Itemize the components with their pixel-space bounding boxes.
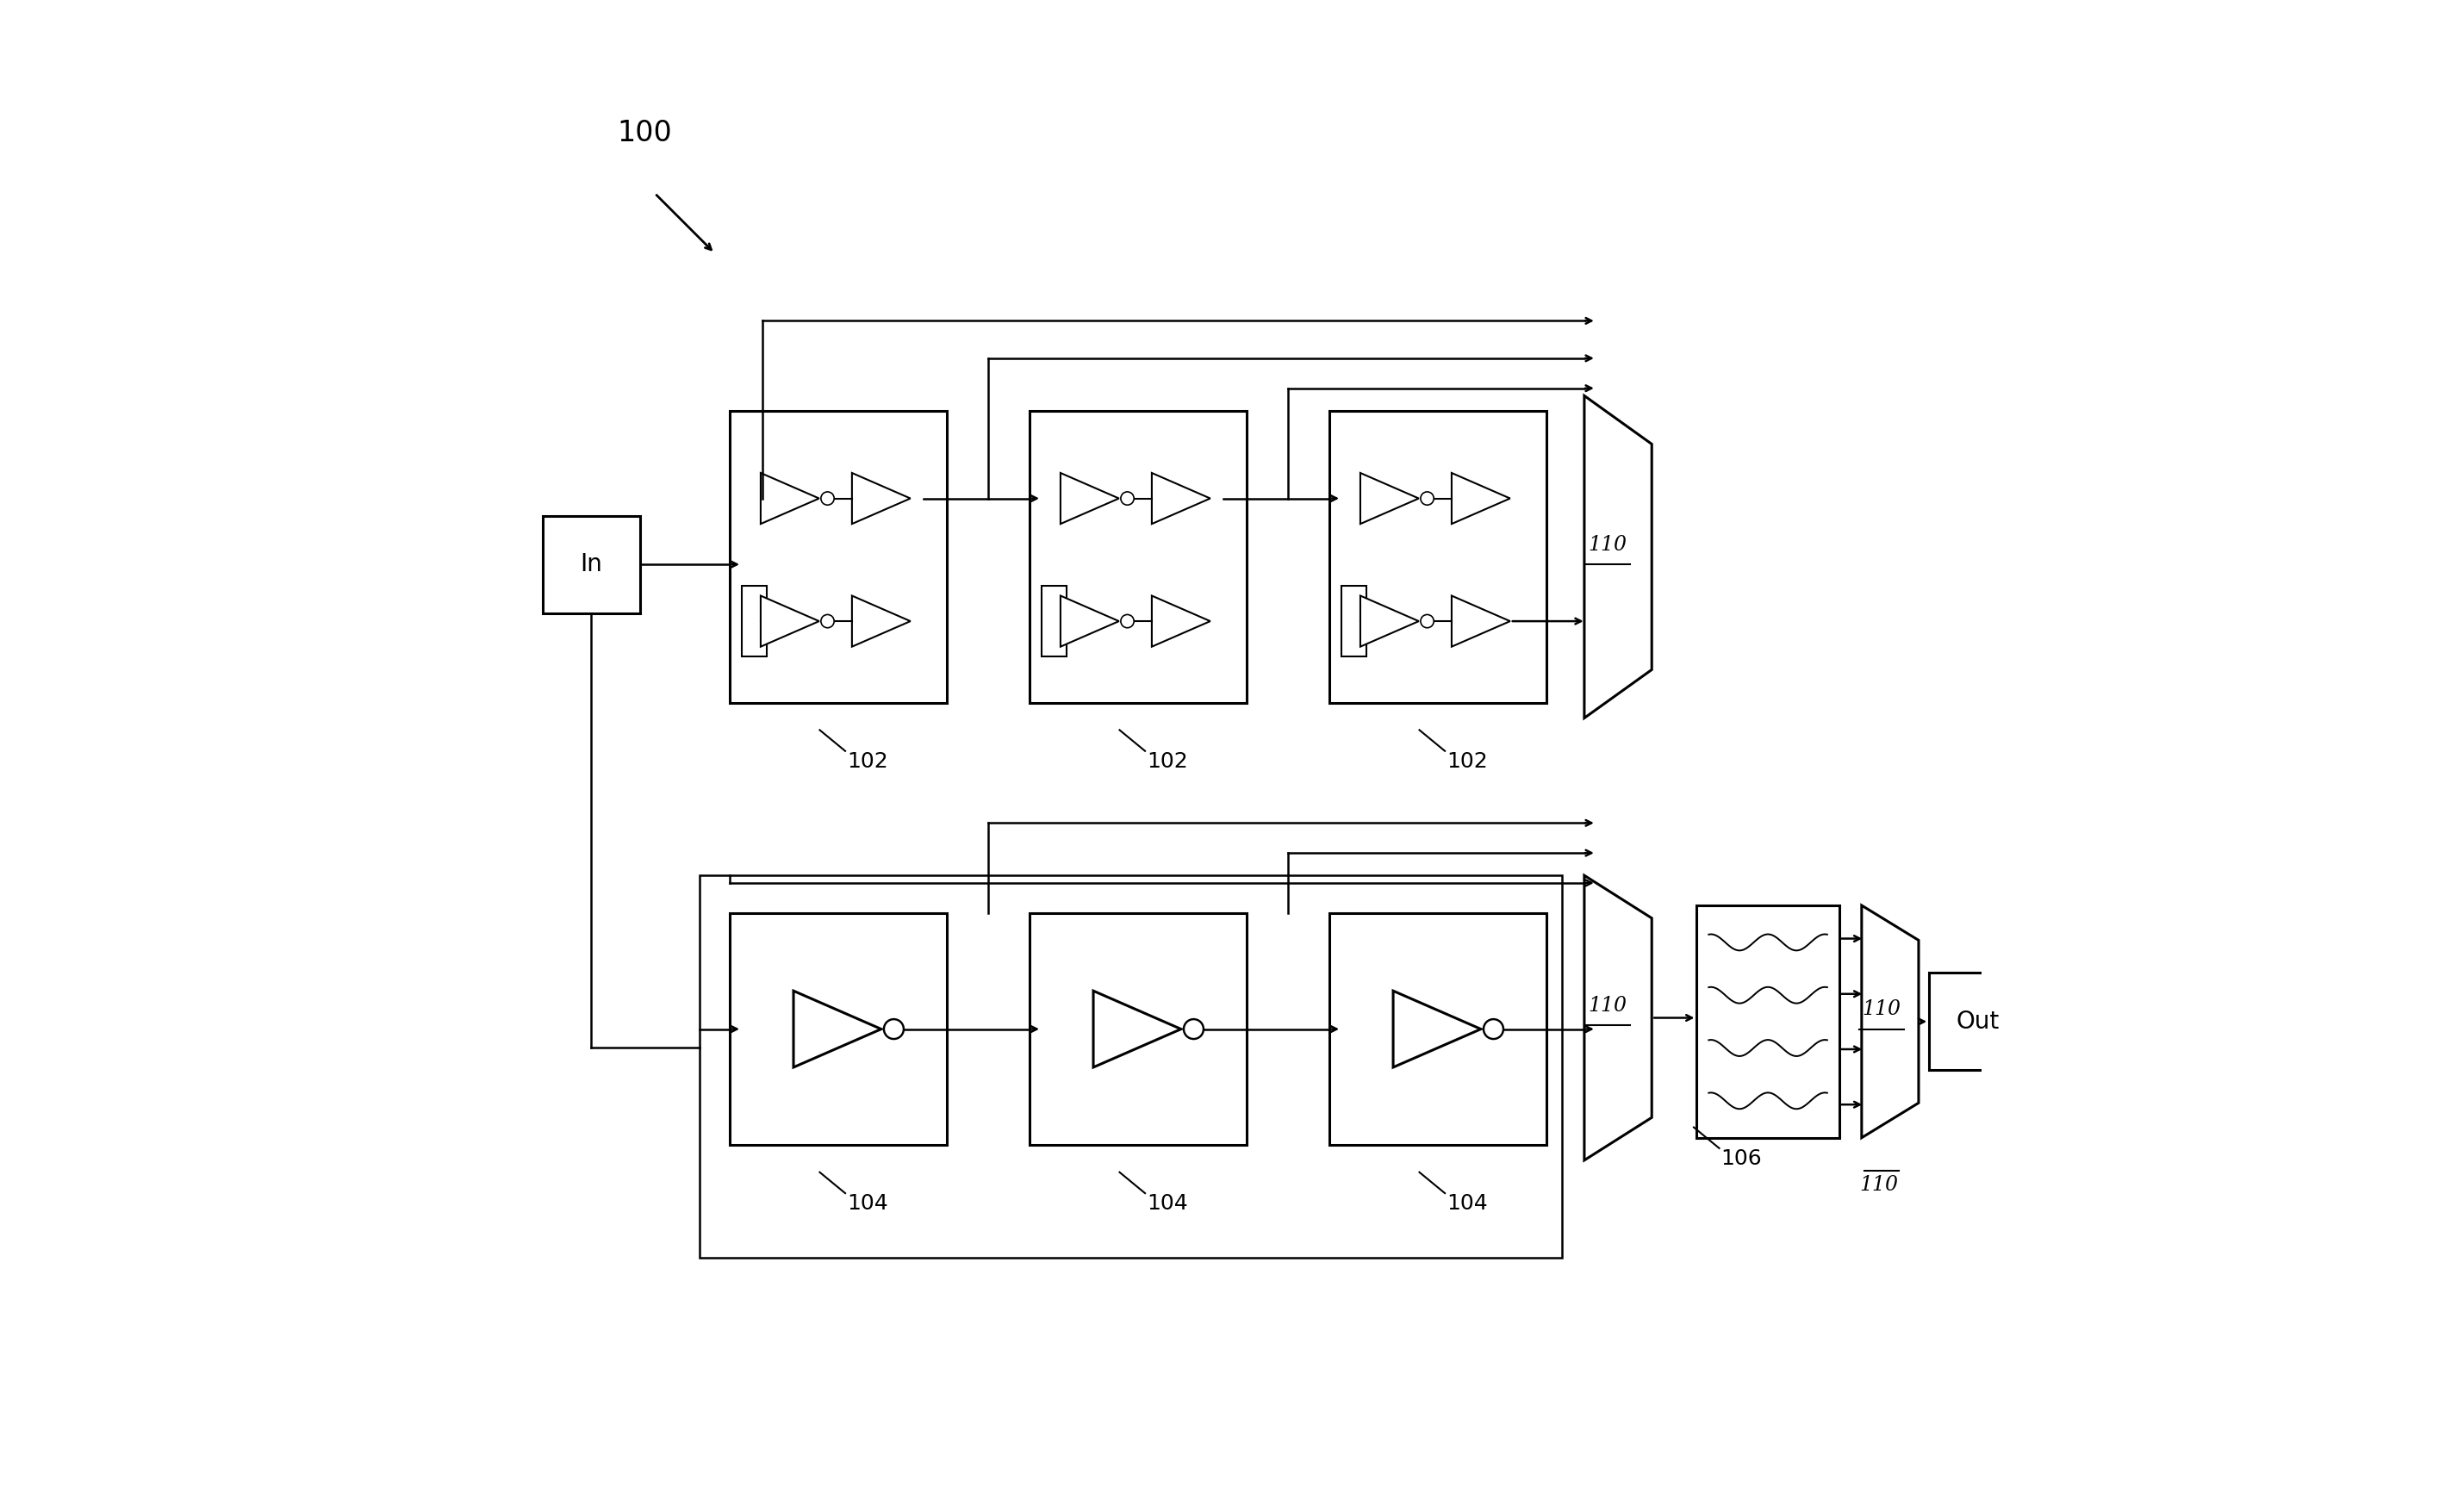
Text: 102: 102 (1146, 751, 1188, 772)
Polygon shape (1584, 875, 1651, 1160)
Polygon shape (1151, 595, 1210, 647)
Text: 104: 104 (848, 1194, 887, 1213)
Polygon shape (793, 991, 882, 1067)
Polygon shape (853, 473, 909, 524)
Text: 110: 110 (1860, 1176, 1897, 1195)
Bar (542, 515, 641, 613)
Text: 110: 110 (1589, 996, 1626, 1015)
Circle shape (885, 1020, 904, 1040)
Polygon shape (1392, 991, 1481, 1067)
Polygon shape (1451, 473, 1510, 524)
Polygon shape (761, 595, 818, 647)
Circle shape (1121, 491, 1133, 505)
Bar (729, 411, 946, 703)
Circle shape (821, 491, 835, 505)
Polygon shape (1451, 595, 1510, 647)
Bar (700, 875, 1562, 1257)
Text: 102: 102 (848, 751, 887, 772)
Bar (1030, 913, 1247, 1145)
Polygon shape (853, 595, 909, 647)
Text: 110: 110 (1589, 535, 1626, 555)
Bar (729, 913, 946, 1145)
Text: In: In (579, 553, 601, 576)
Bar (1929, 973, 2025, 1070)
Text: Out: Out (1956, 1009, 1998, 1034)
Polygon shape (1584, 396, 1651, 718)
Polygon shape (1863, 905, 1919, 1138)
Circle shape (821, 615, 835, 627)
Bar (1030, 411, 1247, 703)
Bar (1042, 586, 1067, 656)
Polygon shape (1151, 473, 1210, 524)
Polygon shape (1360, 595, 1419, 647)
Text: 104: 104 (1146, 1194, 1188, 1213)
Text: 106: 106 (1720, 1148, 1762, 1170)
Circle shape (1183, 1020, 1202, 1040)
Text: 102: 102 (1446, 751, 1488, 772)
Polygon shape (1094, 991, 1180, 1067)
Polygon shape (1060, 595, 1119, 647)
Bar (1698, 905, 1838, 1138)
Circle shape (1422, 491, 1434, 505)
Text: 110: 110 (1863, 1000, 1902, 1020)
Bar (742, 586, 766, 656)
Text: 100: 100 (618, 118, 673, 147)
Bar (1331, 913, 1547, 1145)
Bar (1340, 586, 1368, 656)
Bar (1331, 411, 1547, 703)
Circle shape (1121, 615, 1133, 627)
Text: 104: 104 (1446, 1194, 1488, 1213)
Polygon shape (1360, 473, 1419, 524)
Polygon shape (761, 473, 818, 524)
Circle shape (1483, 1020, 1503, 1040)
Circle shape (1422, 615, 1434, 627)
Polygon shape (1060, 473, 1119, 524)
